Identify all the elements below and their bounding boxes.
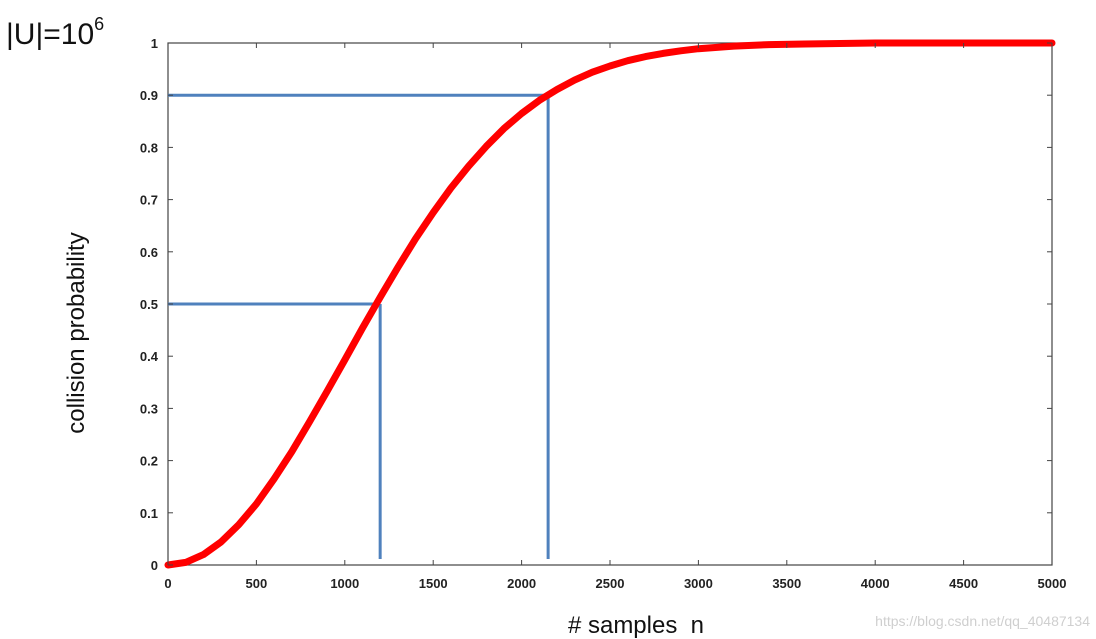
x-tick-label: 4500 bbox=[949, 576, 978, 591]
x-tick-label: 2000 bbox=[507, 576, 536, 591]
y-tick-label: 0 bbox=[151, 558, 158, 573]
y-tick-label: 0.6 bbox=[140, 245, 158, 260]
x-tick-label: 0 bbox=[164, 576, 171, 591]
y-tick-label: 1 bbox=[151, 36, 158, 51]
y-tick-label: 0.3 bbox=[140, 401, 158, 416]
x-tick-label: 3000 bbox=[684, 576, 713, 591]
y-tick-label: 0.5 bbox=[140, 297, 158, 312]
x-tick-label: 4000 bbox=[861, 576, 890, 591]
y-axis-title: collision probability bbox=[63, 232, 90, 433]
x-tick-label: 500 bbox=[246, 576, 268, 591]
y-tick-label: 0.1 bbox=[140, 506, 158, 521]
x-tick-label: 2500 bbox=[596, 576, 625, 591]
x-axis-title: # samples n bbox=[568, 612, 704, 639]
y-tick-label: 0.4 bbox=[140, 349, 159, 364]
x-tick-label: 1000 bbox=[330, 576, 359, 591]
y-tick-label: 0.9 bbox=[140, 88, 158, 103]
y-tick-label: 0.2 bbox=[140, 454, 158, 469]
x-tick-label: 1500 bbox=[419, 576, 448, 591]
universe-size-label: |U|=106 bbox=[6, 14, 104, 51]
watermark: https://blog.csdn.net/qq_40487134 bbox=[875, 613, 1090, 629]
y-tick-label: 0.7 bbox=[140, 193, 158, 208]
y-tick-label: 0.8 bbox=[140, 140, 158, 155]
x-tick-label: 3500 bbox=[772, 576, 801, 591]
universe-size-base: |U|=10 bbox=[6, 18, 94, 51]
universe-size-exponent: 6 bbox=[94, 14, 104, 34]
collision-probability-curve bbox=[164, 39, 1056, 569]
x-tick-label: 5000 bbox=[1038, 576, 1067, 591]
